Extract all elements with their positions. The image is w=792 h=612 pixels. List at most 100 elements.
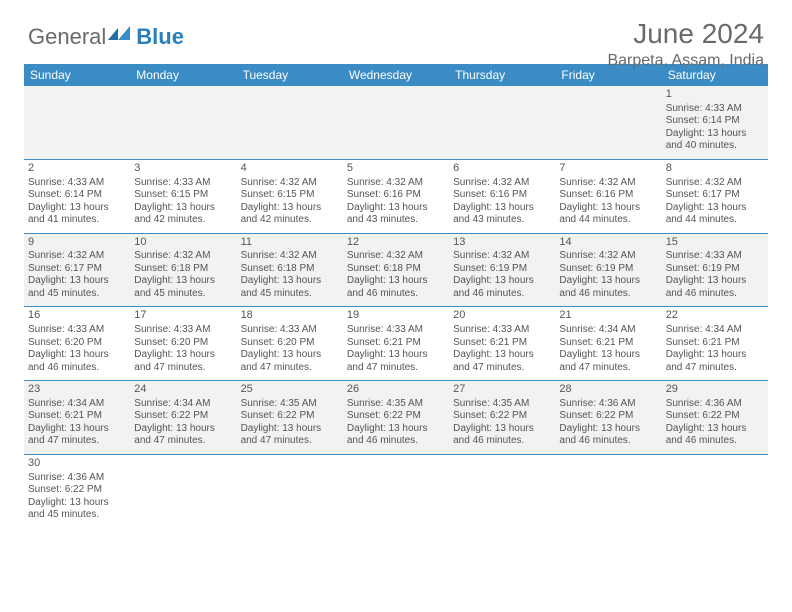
- calendar-week-row: 23 Sunrise: 4:34 AM Sunset: 6:21 PM Dayligh…: [24, 381, 768, 455]
- daylight-line: Daylight: 13 hours and 47 minutes.: [134, 423, 232, 448]
- day-number: 4: [241, 162, 339, 176]
- calendar-empty-cell: [24, 86, 130, 159]
- calendar-week-row: 30Sunrise: 4:36 AMSunset: 6:22 PMDayligh…: [24, 454, 768, 527]
- sunrise-line: Sunrise: 4:34 AM: [559, 324, 657, 337]
- calendar-week-row: 1Sunrise: 4:33 AMSunset: 6:14 PMDaylight…: [24, 86, 768, 159]
- calendar-day-cell: 15Sunrise: 4:33 AMSunset: 6:19 PMDayligh…: [662, 233, 768, 307]
- day-number: 27: [453, 383, 551, 397]
- calendar-empty-cell: [343, 86, 449, 159]
- day-number: 23: [28, 383, 126, 397]
- sunrise-line: Sunrise: 4:33 AM: [134, 324, 232, 337]
- sunrise-line: Sunrise: 4:36 AM: [666, 398, 764, 411]
- day-number: 24: [134, 383, 232, 397]
- sunrise-line: Sunrise: 4:33 AM: [666, 250, 764, 263]
- sunrise-line: Sunrise: 4:35 AM: [241, 398, 339, 411]
- sunset-line: Sunset: 6:19 PM: [453, 263, 551, 276]
- calendar-empty-cell: [449, 86, 555, 159]
- calendar-empty-cell: [237, 86, 343, 159]
- sunset-line: Sunset: 6:15 PM: [134, 189, 232, 202]
- sunrise-line: Sunrise: 4:32 AM: [453, 250, 551, 263]
- calendar-day-cell: 10Sunrise: 4:32 AMSunset: 6:18 PMDayligh…: [130, 233, 236, 307]
- calendar-empty-cell: [555, 454, 661, 527]
- calendar-day-cell: 26Sunrise: 4:35 AMSunset: 6:22 PMDayligh…: [343, 381, 449, 455]
- sunrise-line: Sunrise: 4:32 AM: [559, 177, 657, 190]
- sunset-line: Sunset: 6:22 PM: [559, 410, 657, 423]
- day-number: 9: [28, 236, 126, 250]
- calendar-day-cell: 20Sunrise: 4:33 AMSunset: 6:21 PMDayligh…: [449, 307, 555, 381]
- calendar-day-cell: 30Sunrise: 4:36 AMSunset: 6:22 PMDayligh…: [24, 454, 130, 527]
- day-number: 11: [241, 236, 339, 250]
- sunset-line: Sunset: 6:17 PM: [666, 189, 764, 202]
- daylight-line: Daylight: 13 hours and 46 minutes.: [453, 275, 551, 300]
- sunset-line: Sunset: 6:19 PM: [559, 263, 657, 276]
- calendar-day-cell: 9Sunrise: 4:32 AMSunset: 6:17 PMDaylight…: [24, 233, 130, 307]
- day-number: 15: [666, 236, 764, 250]
- sunrise-line: Sunrise: 4:32 AM: [134, 250, 232, 263]
- calendar-day-cell: 29Sunrise: 4:36 AMSunset: 6:22 PMDayligh…: [662, 381, 768, 455]
- calendar-day-cell: 17Sunrise: 4:33 AMSunset: 6:20 PMDayligh…: [130, 307, 236, 381]
- day-number: 8: [666, 162, 764, 176]
- sunrise-line: Sunrise: 4:33 AM: [28, 324, 126, 337]
- daylight-line: Daylight: 13 hours and 43 minutes.: [453, 202, 551, 227]
- sunset-line: Sunset: 6:16 PM: [559, 189, 657, 202]
- daylight-line: Daylight: 13 hours and 45 minutes.: [241, 275, 339, 300]
- calendar-day-cell: 7Sunrise: 4:32 AMSunset: 6:16 PMDaylight…: [555, 159, 661, 233]
- daylight-line: Daylight: 13 hours and 47 minutes.: [241, 423, 339, 448]
- sunset-line: Sunset: 6:19 PM: [666, 263, 764, 276]
- location-text: Barpeta, Assam, India: [607, 52, 764, 70]
- sunset-line: Sunset: 6:22 PM: [453, 410, 551, 423]
- daylight-line: Daylight: 13 hours and 44 minutes.: [559, 202, 657, 227]
- sunrise-line: Sunrise: 4:36 AM: [28, 472, 126, 485]
- sunset-line: Sunset: 6:22 PM: [347, 410, 445, 423]
- calendar-day-cell: 23Sunrise: 4:34 AMSunset: 6:21 PMDayligh…: [24, 381, 130, 455]
- day-number: 20: [453, 309, 551, 323]
- daylight-line: Daylight: 13 hours and 46 minutes.: [347, 423, 445, 448]
- calendar-empty-cell: [130, 86, 236, 159]
- sunset-line: Sunset: 6:18 PM: [347, 263, 445, 276]
- sunrise-line: Sunrise: 4:36 AM: [559, 398, 657, 411]
- sunset-line: Sunset: 6:21 PM: [28, 410, 126, 423]
- day-number: 25: [241, 383, 339, 397]
- calendar-day-cell: 24Sunrise: 4:34 AMSunset: 6:22 PMDayligh…: [130, 381, 236, 455]
- brand-part2: Blue: [136, 24, 184, 50]
- sunrise-line: Sunrise: 4:34 AM: [134, 398, 232, 411]
- day-number: 30: [28, 457, 126, 471]
- sunset-line: Sunset: 6:20 PM: [241, 337, 339, 350]
- day-number: 14: [559, 236, 657, 250]
- daylight-line: Daylight: 13 hours and 47 minutes.: [134, 349, 232, 374]
- weekday-header: Wednesday: [343, 64, 449, 86]
- sunrise-line: Sunrise: 4:33 AM: [241, 324, 339, 337]
- calendar-empty-cell: [343, 454, 449, 527]
- month-title: June 2024: [607, 18, 764, 50]
- daylight-line: Daylight: 13 hours and 45 minutes.: [134, 275, 232, 300]
- day-number: 5: [347, 162, 445, 176]
- calendar-week-row: 2Sunrise: 4:33 AMSunset: 6:14 PMDaylight…: [24, 159, 768, 233]
- sunset-line: Sunset: 6:16 PM: [453, 189, 551, 202]
- sunrise-line: Sunrise: 4:35 AM: [347, 398, 445, 411]
- calendar-day-cell: 22Sunrise: 4:34 AMSunset: 6:21 PMDayligh…: [662, 307, 768, 381]
- daylight-line: Daylight: 13 hours and 42 minutes.: [241, 202, 339, 227]
- day-number: 6: [453, 162, 551, 176]
- sunset-line: Sunset: 6:16 PM: [347, 189, 445, 202]
- calendar-day-cell: 2Sunrise: 4:33 AMSunset: 6:14 PMDaylight…: [24, 159, 130, 233]
- calendar-day-cell: 27Sunrise: 4:35 AMSunset: 6:22 PMDayligh…: [449, 381, 555, 455]
- weekday-header: Thursday: [449, 64, 555, 86]
- daylight-line: Daylight: 13 hours and 42 minutes.: [134, 202, 232, 227]
- sunset-line: Sunset: 6:22 PM: [666, 410, 764, 423]
- sunrise-line: Sunrise: 4:33 AM: [666, 103, 764, 116]
- sunrise-line: Sunrise: 4:32 AM: [347, 177, 445, 190]
- day-number: 22: [666, 309, 764, 323]
- sunrise-line: Sunrise: 4:33 AM: [453, 324, 551, 337]
- sunrise-line: Sunrise: 4:32 AM: [28, 250, 126, 263]
- calendar-day-cell: 4Sunrise: 4:32 AMSunset: 6:15 PMDaylight…: [237, 159, 343, 233]
- day-number: 17: [134, 309, 232, 323]
- daylight-line: Daylight: 13 hours and 47 minutes.: [453, 349, 551, 374]
- title-block: June 2024 Barpeta, Assam, India: [607, 18, 764, 70]
- daylight-line: Daylight: 13 hours and 47 minutes.: [347, 349, 445, 374]
- calendar-day-cell: 16Sunrise: 4:33 AMSunset: 6:20 PMDayligh…: [24, 307, 130, 381]
- day-number: 16: [28, 309, 126, 323]
- daylight-line: Daylight: 13 hours and 41 minutes.: [28, 202, 126, 227]
- weekday-header: Monday: [130, 64, 236, 86]
- daylight-line: Daylight: 13 hours and 46 minutes.: [347, 275, 445, 300]
- sunrise-line: Sunrise: 4:32 AM: [347, 250, 445, 263]
